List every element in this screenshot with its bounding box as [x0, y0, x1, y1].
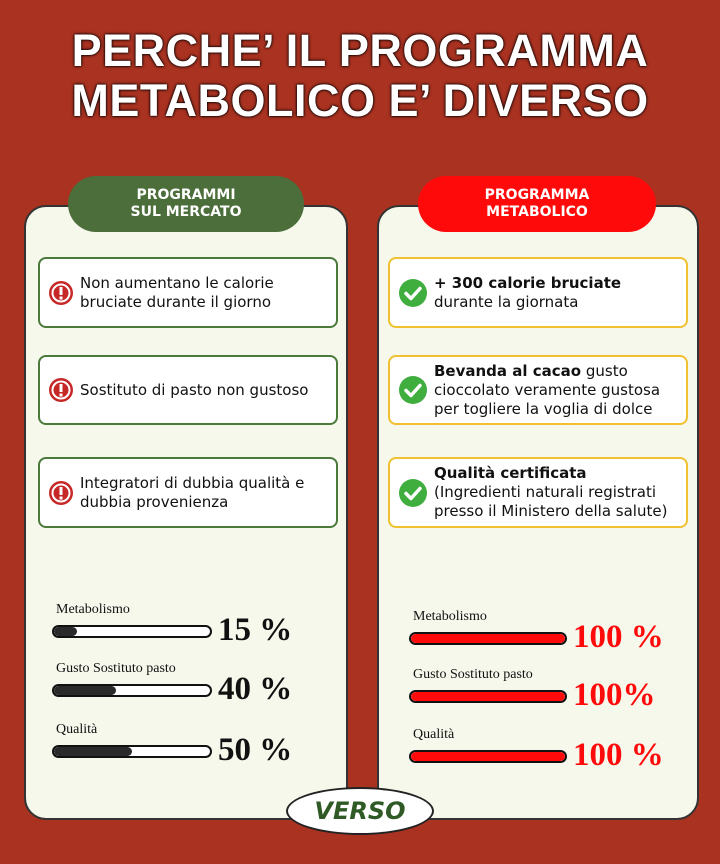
bar-value: 100 %	[573, 737, 664, 773]
bar-label: Metabolismo	[413, 609, 487, 624]
bar-label: Metabolismo	[56, 602, 130, 617]
bar-track	[52, 625, 212, 638]
bar-fill	[54, 686, 117, 695]
bar-fill	[411, 634, 565, 643]
item-bold: Qualità certificata	[434, 464, 587, 482]
item-text: + 300 calorie bruciate durante la giorna…	[434, 274, 678, 312]
warning-icon	[49, 280, 73, 305]
item-text: Sostituto di pasto non gustoso	[80, 381, 308, 400]
bar-label: Qualità	[413, 727, 455, 742]
check-icon	[399, 376, 427, 404]
left-heading: PROGRAMMI SUL MERCATO	[68, 176, 304, 232]
feature-item: Integratori di dubbia qualità e dubbia p…	[38, 457, 338, 528]
feature-item: Bevanda al cacao gusto cioccolato verame…	[388, 355, 688, 425]
heading-line: SUL MERCATO	[130, 204, 242, 220]
bar-track	[409, 690, 567, 703]
bar-track	[52, 684, 212, 697]
bar-fill	[411, 752, 565, 761]
bar-track	[409, 750, 567, 763]
item-text: Bevanda al cacao gusto cioccolato verame…	[434, 362, 678, 419]
feature-item: + 300 calorie bruciate durante la giorna…	[388, 257, 688, 328]
brand: VERSO	[286, 787, 434, 835]
bar-fill	[54, 747, 132, 756]
bar-label: Gusto Sostituto pasto	[56, 661, 176, 676]
heading-line: PROGRAMMI	[136, 187, 236, 203]
bar-track	[409, 632, 567, 645]
warning-icon	[49, 480, 73, 505]
item-text-body: (Ingredienti naturali registrati presso …	[434, 483, 668, 520]
heading-line: PROGRAMMA	[484, 187, 590, 203]
bar-track	[52, 745, 212, 758]
check-icon	[399, 478, 427, 507]
title-line: PERCHE’ IL PROGRAMMA	[71, 25, 649, 76]
bar-label: Qualità	[56, 722, 98, 737]
item-text-body: durante la giornata	[434, 292, 579, 311]
title-line: METABOLICO E’ DIVERSO	[71, 75, 649, 126]
warning-icon	[49, 378, 73, 402]
item-text-body: gusto cioccolato veramente gustosa per t…	[434, 361, 661, 418]
item-bold: + 300 calorie bruciate	[434, 273, 622, 292]
bar-fill	[54, 627, 78, 636]
item-text: Non aumentano le calorie bruciate durant…	[80, 274, 328, 312]
item-text-body: Sostituto di pasto non gustoso	[80, 380, 309, 399]
bar-label: Gusto Sostituto pasto	[413, 667, 533, 682]
feature-item: Non aumentano le calorie bruciate durant…	[38, 257, 338, 328]
check-icon	[399, 278, 427, 307]
heading-line: METABOLICO	[486, 204, 588, 220]
feature-item: Sostituto di pasto non gustoso	[38, 355, 338, 425]
bar-value: 40 %	[218, 671, 293, 707]
bar-value: 50 %	[218, 732, 293, 768]
item-bold: Bevanda al cacao	[434, 361, 582, 380]
bar-value: 100%	[573, 677, 656, 713]
bar-value: 100 %	[573, 619, 664, 655]
item-text: Integratori di dubbia qualità e dubbia p…	[80, 474, 328, 512]
item-text-body: Integratori di dubbia qualità e dubbia p…	[80, 473, 305, 511]
item-text: Qualità certificata (Ingredienti natural…	[434, 464, 678, 521]
bar-fill	[411, 692, 565, 701]
bar-value: 15 %	[218, 612, 293, 648]
title: PERCHE’ IL PROGRAMMA METABOLICO E’ DIVER…	[0, 26, 720, 126]
item-text-body: Non aumentano le calorie bruciate durant…	[80, 273, 274, 311]
feature-item: Qualità certificata (Ingredienti natural…	[388, 457, 688, 528]
right-heading: PROGRAMMA METABOLICO	[418, 176, 656, 232]
